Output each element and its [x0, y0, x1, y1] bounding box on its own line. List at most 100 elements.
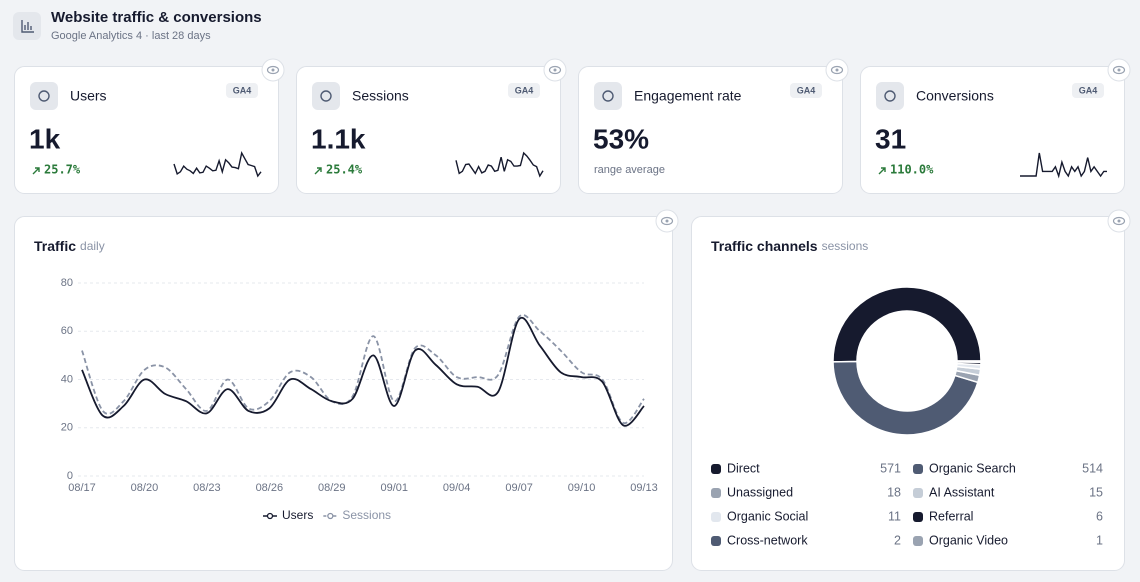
kpi-value: 31 [875, 123, 906, 154]
chart-subtitle: daily [80, 239, 105, 253]
legend-swatch [711, 536, 721, 546]
legend-label: AI Assistant [929, 485, 995, 499]
kpi-icon-glyph [38, 90, 50, 102]
kpi-badge-text: GA4 [1079, 85, 1098, 95]
legend-value: 2 [894, 533, 901, 547]
series-line [81, 316, 645, 427]
kpi-value: 53% [593, 123, 649, 154]
x-tick-label: 08/23 [193, 482, 221, 494]
legend-value: 1 [1096, 533, 1103, 547]
sparkline [455, 151, 544, 178]
page-subtitle: Google Analytics 4 · last 28 days [51, 30, 211, 42]
legend-value: 514 [1082, 461, 1103, 475]
x-tick-label: 08/26 [256, 482, 284, 494]
trend-arrow [32, 167, 40, 175]
page-title: Website traffic & conversions [51, 9, 262, 26]
legend-value: 11 [888, 509, 901, 523]
sparkline [1020, 152, 1107, 179]
legend-value: 571 [880, 461, 901, 475]
legend-swatch [913, 488, 923, 498]
kpi-value: 1k [29, 123, 61, 154]
legend-label: Sessions [342, 508, 391, 522]
y-tick-label: 20 [61, 422, 73, 434]
legend-label: Organic Social [727, 509, 808, 523]
kpi-icon [30, 82, 58, 110]
eye-pupil [1117, 219, 1121, 223]
kpi-badge [1072, 83, 1104, 98]
legend-value: 15 [1089, 485, 1103, 499]
kpi-value: 1.1k [311, 123, 366, 154]
kpi-change: 25.7% [44, 163, 81, 177]
legend-swatch [913, 536, 923, 546]
eye-icon [1112, 216, 1126, 226]
legend-label: Organic Search [929, 461, 1016, 475]
legend-swatch [913, 464, 923, 474]
kpi-label: Sessions [352, 88, 409, 104]
y-tick-label: 60 [61, 325, 73, 337]
eye-icon [548, 65, 562, 75]
legend-swatch [711, 512, 721, 522]
chart-card [14, 216, 673, 571]
kpi-card [296, 66, 561, 194]
kpi-badge-text: GA4 [515, 85, 534, 95]
legend-label: Unassigned [727, 485, 793, 499]
legend-label: Referral [929, 509, 973, 523]
chart-title: Traffic channels sessions [711, 238, 868, 254]
kpi-label: Conversions [916, 88, 994, 104]
kpi-icon-glyph [884, 90, 896, 102]
kpi-change: 25.4% [326, 163, 363, 177]
kpi-icon [312, 82, 340, 110]
pie-slice [832, 360, 979, 436]
eye-icon [660, 216, 674, 226]
kpi-note: range average [594, 164, 665, 176]
legend-swatch [711, 464, 721, 474]
chart-subtitle: sessions [822, 239, 869, 253]
eye-pupil [665, 219, 669, 223]
legend-swatch [711, 488, 721, 498]
y-tick-label: 80 [61, 277, 73, 289]
kpi-badge-text: GA4 [797, 85, 816, 95]
legend-label: Users [282, 508, 313, 522]
kpi-badge [508, 83, 540, 98]
kpi-badge [790, 83, 822, 98]
y-tick-label: 0 [67, 470, 73, 482]
header-icon [13, 12, 41, 40]
kpi-badge [226, 83, 258, 98]
chart-title-main: Traffic channels [711, 238, 818, 254]
chart-card [691, 216, 1125, 571]
legend-marker [266, 512, 274, 520]
legend-label: Cross-network [727, 533, 808, 547]
kpi-label: Users [70, 88, 107, 104]
kpi-change: 110.0% [890, 163, 934, 177]
legend-marker [327, 512, 334, 520]
legend-value: 6 [1096, 509, 1103, 523]
x-tick-label: 08/17 [68, 482, 96, 494]
legend-value: 18 [887, 485, 901, 499]
eye-icon [830, 65, 844, 75]
chart-title-main: Traffic [34, 238, 76, 254]
pie-slice [832, 286, 982, 363]
trend-arrow [878, 167, 886, 175]
x-tick-label: 09/10 [568, 482, 596, 494]
eye-icon [1112, 65, 1126, 75]
kpi-label: Engagement rate [634, 88, 742, 104]
x-tick-label: 09/01 [380, 482, 408, 494]
kpi-icon-glyph [602, 90, 614, 102]
x-tick-label: 09/04 [443, 482, 471, 494]
kpi-card [14, 66, 279, 194]
eye-icon [266, 65, 280, 75]
series-line [81, 314, 645, 424]
x-tick-label: 09/07 [505, 482, 533, 494]
eye-pupil [1117, 68, 1121, 72]
header-icon-glyph [21, 20, 34, 33]
sparkline [173, 151, 262, 178]
y-tick-label: 40 [61, 373, 73, 385]
eye-pupil [271, 68, 275, 72]
legend-swatch [913, 512, 923, 522]
trend-arrow [314, 167, 322, 175]
legend-label: Organic Video [929, 533, 1008, 547]
kpi-icon-glyph [320, 90, 332, 102]
eye-pupil [553, 68, 557, 72]
kpi-card [860, 66, 1125, 194]
